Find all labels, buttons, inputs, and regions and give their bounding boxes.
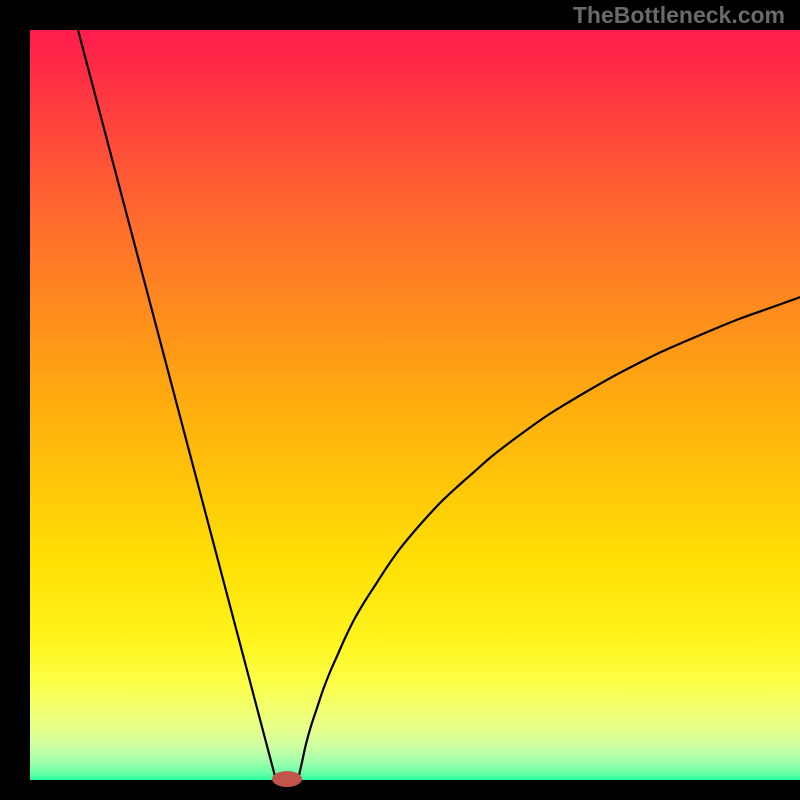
border-left [0, 0, 30, 800]
watermark-text: TheBottleneck.com [573, 2, 785, 29]
border-bottom [0, 780, 800, 800]
chart-container: TheBottleneck.com [0, 0, 800, 800]
minimum-marker [272, 771, 302, 787]
gradient-background [0, 0, 800, 800]
